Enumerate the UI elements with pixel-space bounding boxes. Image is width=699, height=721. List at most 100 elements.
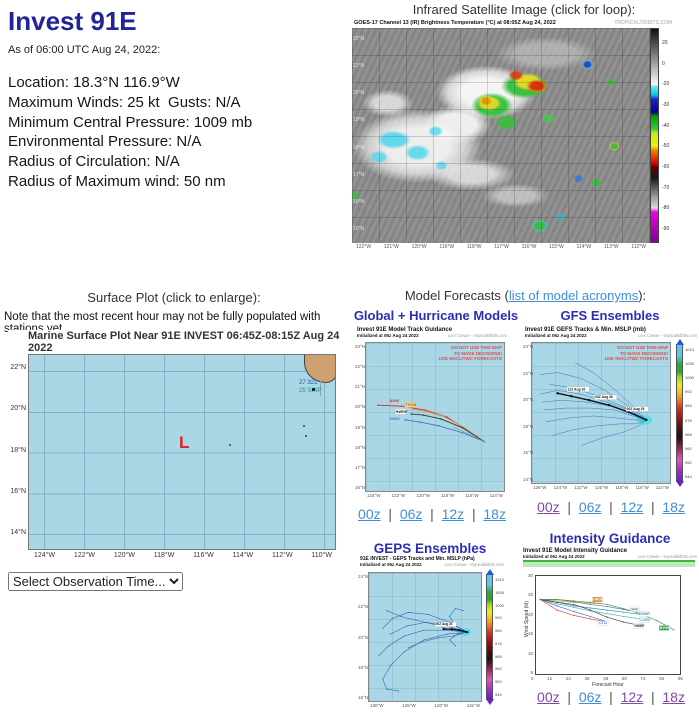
- colorbar-label: 976: [495, 640, 502, 646]
- colorbar-label: 952: [685, 459, 692, 465]
- geps-colorbar-labels: 1013 1005 1000 992 984 976 968 960 952 944: [495, 577, 504, 697]
- y-tick: 30: [527, 573, 533, 578]
- satellite-colorbar-label: -50: [662, 143, 670, 150]
- gfs-run-links: 00z | 06z | 12z | 18z: [523, 499, 699, 515]
- run-link[interactable]: 00z: [537, 499, 560, 515]
- storm-stat-line: Environmental Pressure: N/A: [8, 133, 202, 151]
- lat-tick: 14°N: [523, 476, 534, 482]
- run-link[interactable]: 06z: [578, 499, 602, 515]
- storm-stats: Location: 18.3°N 116.9°W Maximum Winds: 2…: [8, 73, 344, 192]
- colorbar-label: 1013: [685, 347, 694, 352]
- land-baja-california: [304, 355, 335, 383]
- surface-lon-label: 112°W: [271, 552, 293, 559]
- station-obs-line2: 25 SHIP: [299, 387, 322, 394]
- observation-time-select[interactable]: Select Observation Time...: [8, 572, 183, 591]
- svg-text:HMON: HMON: [593, 598, 604, 602]
- satellite-map[interactable]: 22°N 21°N 20°N 19°N 18°N 17°N 16°N 15°N: [352, 28, 650, 243]
- satellite-lat-axis: 22°N 21°N 20°N 19°N 18°N 17°N 16°N 15°N: [353, 36, 364, 232]
- track-chart-title: Invest 91E Model Track Guidance: [357, 327, 453, 333]
- separator: |: [559, 689, 579, 705]
- x-tick: 12: [547, 676, 553, 681]
- gfs-ensembles-chart[interactable]: Invest 91E GEFS Tracks & Min. MSLP (mb) …: [523, 327, 699, 495]
- x-tick: 72: [640, 676, 646, 681]
- geps-chart-credit: Levi Cowan - tropicaltidbits.com: [444, 562, 504, 567]
- disclaimer-line: DO NOT USE THIS MAP: [451, 345, 502, 350]
- lat-tick: 22°N: [355, 364, 366, 370]
- gfs-chart-init: Initialized at 06z Aug 24 2022: [525, 333, 587, 338]
- lon-tick: 120°W: [594, 485, 609, 490]
- gfs-chart-title: Invest 91E GEFS Tracks & Min. MSLP (mb): [525, 327, 646, 333]
- surface-plot-title: Marine Surface Plot Near 91E INVEST 06:4…: [28, 330, 340, 354]
- colorbar-label: 992: [685, 389, 692, 395]
- x-tick: 24: [565, 676, 571, 681]
- model-acronyms-link[interactable]: list of model acronyms: [508, 288, 639, 303]
- separator: |: [601, 499, 621, 515]
- track-chart-map: DO NOT USE THIS MAP TO MAKE DECISIONS! USE…: [365, 342, 505, 492]
- lat-tick: 20°N: [355, 404, 366, 410]
- geps-chart-lon-axis: 130°W 125°W 120°W 115°W: [370, 703, 480, 708]
- run-link[interactable]: 00z: [537, 689, 560, 705]
- satellite-image[interactable]: GOES-17 Channel 13 (IR) Brightness Tempe…: [352, 18, 674, 255]
- surface-lat-label: 22°N: [10, 364, 26, 371]
- run-link[interactable]: 12z: [441, 506, 465, 522]
- lat-tick: 16°N: [355, 484, 366, 490]
- run-link[interactable]: 06z: [578, 689, 602, 705]
- surface-plot-image[interactable]: Marine Surface Plot Near 91E INVEST 06:4…: [8, 330, 345, 568]
- land-coast-line: [320, 381, 321, 396]
- geps-chart-subtitle-row: Initialized at 06z Aug 24 2022 Levi Cowa…: [358, 562, 506, 567]
- lon-tick: 120°W: [416, 493, 430, 498]
- lon-tick: 124°W: [367, 493, 381, 498]
- run-link[interactable]: 06z: [399, 506, 423, 522]
- run-link[interactable]: 12z: [620, 689, 644, 705]
- track-guidance-chart[interactable]: Invest 91E Model Track Guidance Initiali…: [355, 327, 509, 503]
- colorbar-label: 960: [685, 445, 692, 451]
- gfs-chart-lat-axis: 24°N 22°N 20°N 18°N 16°N 14°N: [523, 344, 534, 482]
- lat-tick: 23°N: [355, 344, 366, 349]
- geps-chart-lat-axis: 24°N 22°N 20°N 18°N 16°N: [358, 574, 369, 700]
- lon-tick: 118°W: [615, 485, 629, 490]
- satellite-section-title: Infrared Satellite Image (click for loop…: [412, 2, 636, 17]
- surface-lon-label: 116°W: [193, 552, 214, 559]
- lon-tick: 118°W: [441, 493, 455, 498]
- run-link[interactable]: 18z: [483, 506, 506, 522]
- separator: |: [464, 506, 484, 522]
- intensity-chart-credit: Levi Cowan - tropicaltidbits.com: [637, 554, 697, 559]
- track-chart-credit: Levi Cowan - tropicaltidbits.com: [447, 333, 507, 338]
- svg-text:AVNI: AVNI: [390, 398, 399, 403]
- x-tick: 36: [584, 676, 590, 681]
- colorbar-label: 976: [685, 417, 692, 423]
- satellite-lon-label: 119°W: [439, 244, 455, 250]
- lat-tick: 17°N: [355, 464, 366, 470]
- run-link[interactable]: 18z: [662, 689, 685, 705]
- intensity-x-axis-label: Forecast Hour: [592, 682, 624, 688]
- satellite-colorbar-label: -90: [662, 225, 670, 232]
- run-link[interactable]: 18z: [662, 499, 685, 515]
- satellite-image-title: GOES-17 Channel 13 (IR) Brightness Tempe…: [354, 20, 556, 26]
- intensity-guidance-chart[interactable]: Invest 91E Model Intensity Guidance Init…: [521, 548, 699, 688]
- disclaimer-line: TO MAKE DECISIONS!: [619, 350, 668, 356]
- gfs-chart-lon-axis: 126°W 124°W 122°W 120°W 118°W 116°W 114°W: [533, 485, 669, 490]
- lat-tick: 22°N: [358, 604, 369, 610]
- surface-map[interactable]: L 27 321 25 SHIP: [28, 354, 336, 550]
- y-tick: 25: [527, 592, 533, 598]
- surface-lat-label: 14°N: [10, 529, 26, 536]
- svg-text:00Z Aug 25: 00Z Aug 25: [627, 407, 645, 411]
- gfs-chart-svg: 00Z Aug 25 00Z Aug 26 12Z Aug 26: [539, 362, 653, 446]
- lon-tick: 125°W: [402, 703, 416, 708]
- lon-tick: 122°W: [574, 485, 588, 490]
- obs-dot: [305, 435, 307, 437]
- colorbar-label: 968: [685, 431, 692, 437]
- lat-tick: 16°N: [523, 450, 534, 456]
- run-link[interactable]: 00z: [358, 506, 381, 522]
- separator: |: [643, 689, 663, 705]
- satellite-lat-label: 21°N: [353, 63, 365, 70]
- satellite-colorbar-label: -70: [662, 184, 670, 191]
- track-run-links: 00z | 06z | 12z | 18z: [355, 506, 509, 522]
- satellite-lon-label: 115°W: [549, 244, 564, 250]
- geps-ensembles-chart[interactable]: 91E INVEST - GEPS Tracks and Min. MSLP (…: [358, 556, 506, 721]
- run-link[interactable]: 12z: [620, 499, 644, 515]
- lat-tick: 18°N: [358, 664, 369, 670]
- satellite-lat-label: 19°N: [353, 117, 365, 124]
- surface-lon-label: 120°W: [113, 552, 135, 559]
